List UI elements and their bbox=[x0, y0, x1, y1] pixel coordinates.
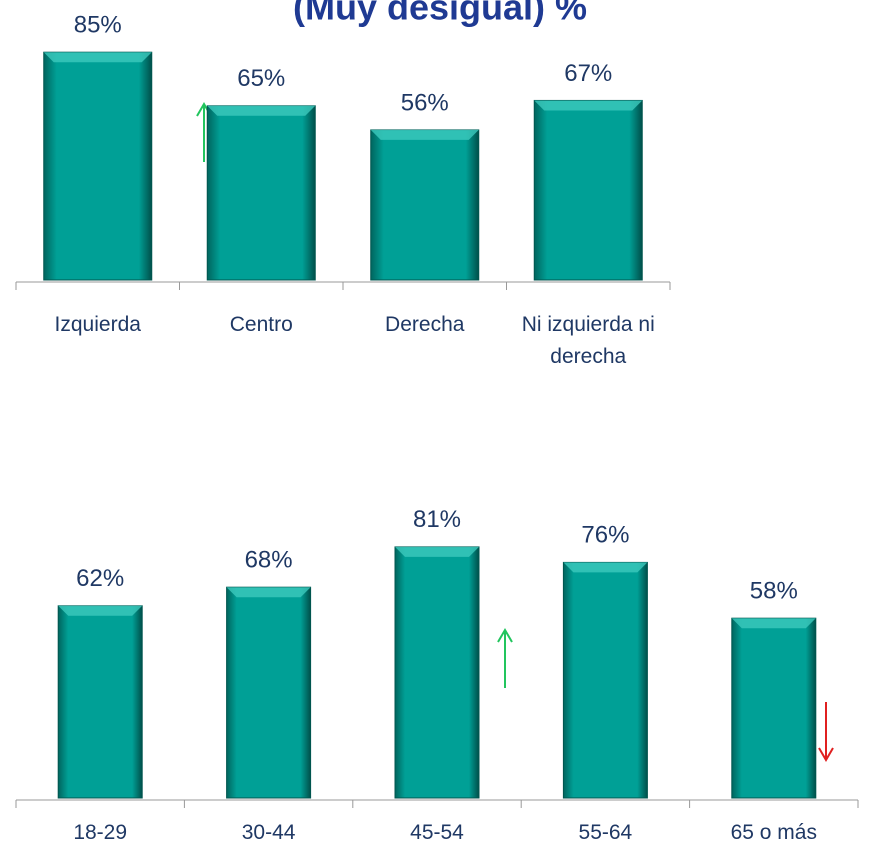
bar-bevel bbox=[395, 546, 479, 557]
x-tick-label: Centro bbox=[229, 313, 293, 336]
bar-bevel bbox=[43, 52, 152, 63]
bar bbox=[731, 617, 817, 799]
data-label: 56% bbox=[401, 89, 449, 116]
data-label: 67% bbox=[564, 60, 612, 87]
x-tick-label: Ni izquierda ni derecha bbox=[521, 313, 655, 368]
x-tick-label: Izquierda bbox=[54, 313, 141, 336]
data-label: 85% bbox=[74, 12, 122, 39]
bar bbox=[370, 129, 480, 281]
bar bbox=[57, 605, 143, 799]
down-arrow bbox=[818, 702, 834, 762]
data-label: 62% bbox=[76, 565, 124, 592]
chart-title: (Muy desigual) % bbox=[293, 0, 587, 28]
bar bbox=[394, 546, 480, 799]
x-tick-label: Derecha bbox=[385, 313, 465, 336]
x-tick-label: 18-29 bbox=[73, 821, 128, 844]
x-tick-label: 30-44 bbox=[241, 821, 296, 844]
data-label: 68% bbox=[245, 547, 293, 574]
bar-bevel bbox=[534, 100, 643, 111]
data-label: 76% bbox=[581, 522, 629, 549]
data-label: 81% bbox=[413, 506, 461, 533]
data-label: 58% bbox=[750, 578, 798, 605]
x-tick-label: 55-64 bbox=[578, 821, 633, 844]
bar-bevel bbox=[731, 618, 816, 629]
up-arrow bbox=[497, 628, 513, 688]
bar bbox=[226, 586, 312, 799]
bar-bevel bbox=[207, 105, 316, 116]
x-tick-label: 65 o más bbox=[730, 821, 817, 844]
bar bbox=[206, 105, 316, 281]
data-label: 65% bbox=[237, 65, 285, 92]
bar-bevel bbox=[563, 562, 648, 573]
bar-bevel bbox=[226, 587, 311, 598]
x-tick-label: 45-54 bbox=[410, 821, 464, 844]
bar bbox=[43, 51, 153, 281]
bar-bevel bbox=[58, 605, 143, 616]
bar bbox=[533, 99, 643, 281]
bar-bevel bbox=[370, 129, 479, 140]
bar bbox=[562, 561, 648, 799]
